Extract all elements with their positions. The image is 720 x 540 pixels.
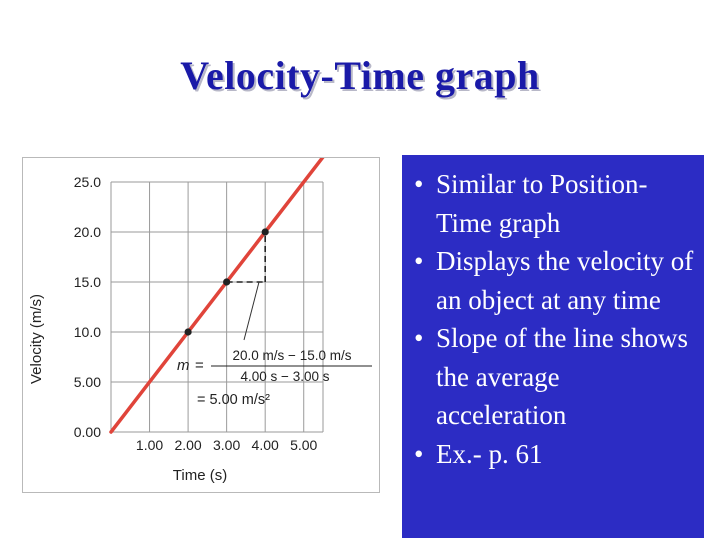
data-points	[184, 228, 269, 336]
bullet-item: Slope of the line shows the average acce…	[414, 319, 696, 435]
data-point	[223, 278, 231, 286]
slope-annotation: m = 20.0 m/s − 15.0 m/s 4.00 s − 3.00 s …	[177, 281, 372, 408]
x-tick-label: 2.00	[174, 437, 201, 453]
data-point	[261, 228, 269, 236]
y-tick-label: 20.0	[74, 224, 101, 240]
grid	[110, 181, 324, 433]
slope-equals: =	[195, 357, 204, 374]
slope-result: = 5.00 m/s²	[197, 392, 270, 408]
slope-numerator: 20.0 m/s − 15.0 m/s	[233, 348, 352, 363]
y-tick-label: 5.00	[74, 374, 101, 390]
x-tick-label: 1.00	[136, 437, 163, 453]
x-axis-label: Time (s)	[173, 467, 227, 484]
velocity-line	[109, 158, 325, 434]
series	[109, 158, 325, 434]
y-tick-label: 0.00	[74, 424, 101, 440]
bullet-list: Similar to Position-Time graph Displays …	[414, 165, 696, 473]
x-tick-label: 3.00	[213, 437, 240, 453]
slide-title: Velocity-Time graph	[180, 53, 540, 98]
y-axis-label: Velocity (m/s)	[28, 294, 45, 384]
x-tick-label: 5.00	[290, 437, 317, 453]
slope-denominator: 4.00 s − 3.00 s	[241, 369, 330, 384]
bullet-panel: Similar to Position-Time graph Displays …	[402, 155, 704, 538]
bullet-item: Similar to Position-Time graph	[414, 165, 696, 242]
y-tick-label: 10.0	[74, 324, 101, 340]
annotation-pointer	[243, 281, 260, 341]
slope-symbol: m	[177, 357, 190, 374]
tick-labels: 0.00 5.00 10.0 15.0 20.0 25.0 1.00 2.00 3.00 4.00…	[74, 174, 318, 453]
bullet-item: Displays the velocity of an object at an…	[414, 242, 696, 319]
y-tick-label: 15.0	[74, 274, 101, 290]
data-point	[184, 328, 192, 336]
x-tick-label: 4.00	[252, 437, 279, 453]
velocity-time-chart: 0.00 5.00 10.0 15.0 20.0 25.0 1.00 2.00 3.00 4.00…	[22, 157, 380, 493]
y-tick-label: 25.0	[74, 174, 101, 190]
bullet-item: Ex.- p. 61	[414, 435, 696, 474]
chart-svg: 0.00 5.00 10.0 15.0 20.0 25.0 1.00 2.00 3.00 4.00…	[28, 158, 372, 484]
